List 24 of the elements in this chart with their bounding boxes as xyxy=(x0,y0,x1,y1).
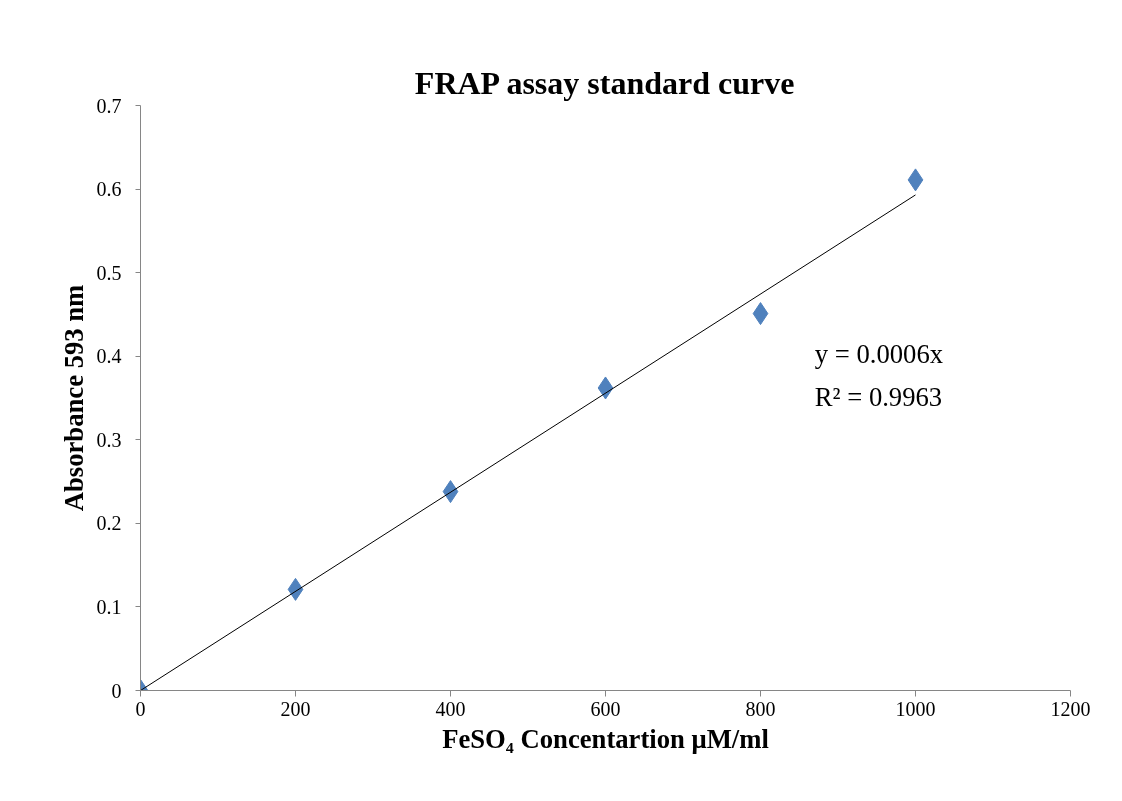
x-axis-title: FeSO₄ Concentartion μM/ml xyxy=(442,723,769,754)
point xyxy=(907,168,924,192)
y-tick-label: 0.1 xyxy=(96,595,122,618)
chart-title: FRAP assay standard curve xyxy=(414,64,795,101)
x-tick-label: 800 xyxy=(745,697,776,720)
annotation: R² = 0.9963 xyxy=(814,382,943,413)
y-tick-label: 0.4 xyxy=(96,345,122,368)
x-tick-label: 1200 xyxy=(1050,697,1091,720)
point xyxy=(287,577,304,601)
y-tick-label: 0.7 xyxy=(96,94,122,117)
annotation: y = 0.0006x xyxy=(814,338,944,369)
x-tick-label: 400 xyxy=(435,697,466,720)
x-tick-label: 0 xyxy=(135,697,146,720)
y-axis-title: Absorbance 593 nm xyxy=(58,284,89,512)
y-tick-label: 0.5 xyxy=(96,261,122,284)
y-tick-label: 0.3 xyxy=(96,428,122,451)
point xyxy=(597,376,614,400)
y-tick-label: 0 xyxy=(111,679,122,702)
x-tick-label: 600 xyxy=(590,697,621,720)
x-tick-label: 1000 xyxy=(895,697,936,720)
point xyxy=(752,302,769,326)
x-tick-label: 200 xyxy=(280,697,311,720)
y-tick-label: 0.2 xyxy=(96,512,122,535)
y-tick-label: 0.6 xyxy=(96,178,122,201)
